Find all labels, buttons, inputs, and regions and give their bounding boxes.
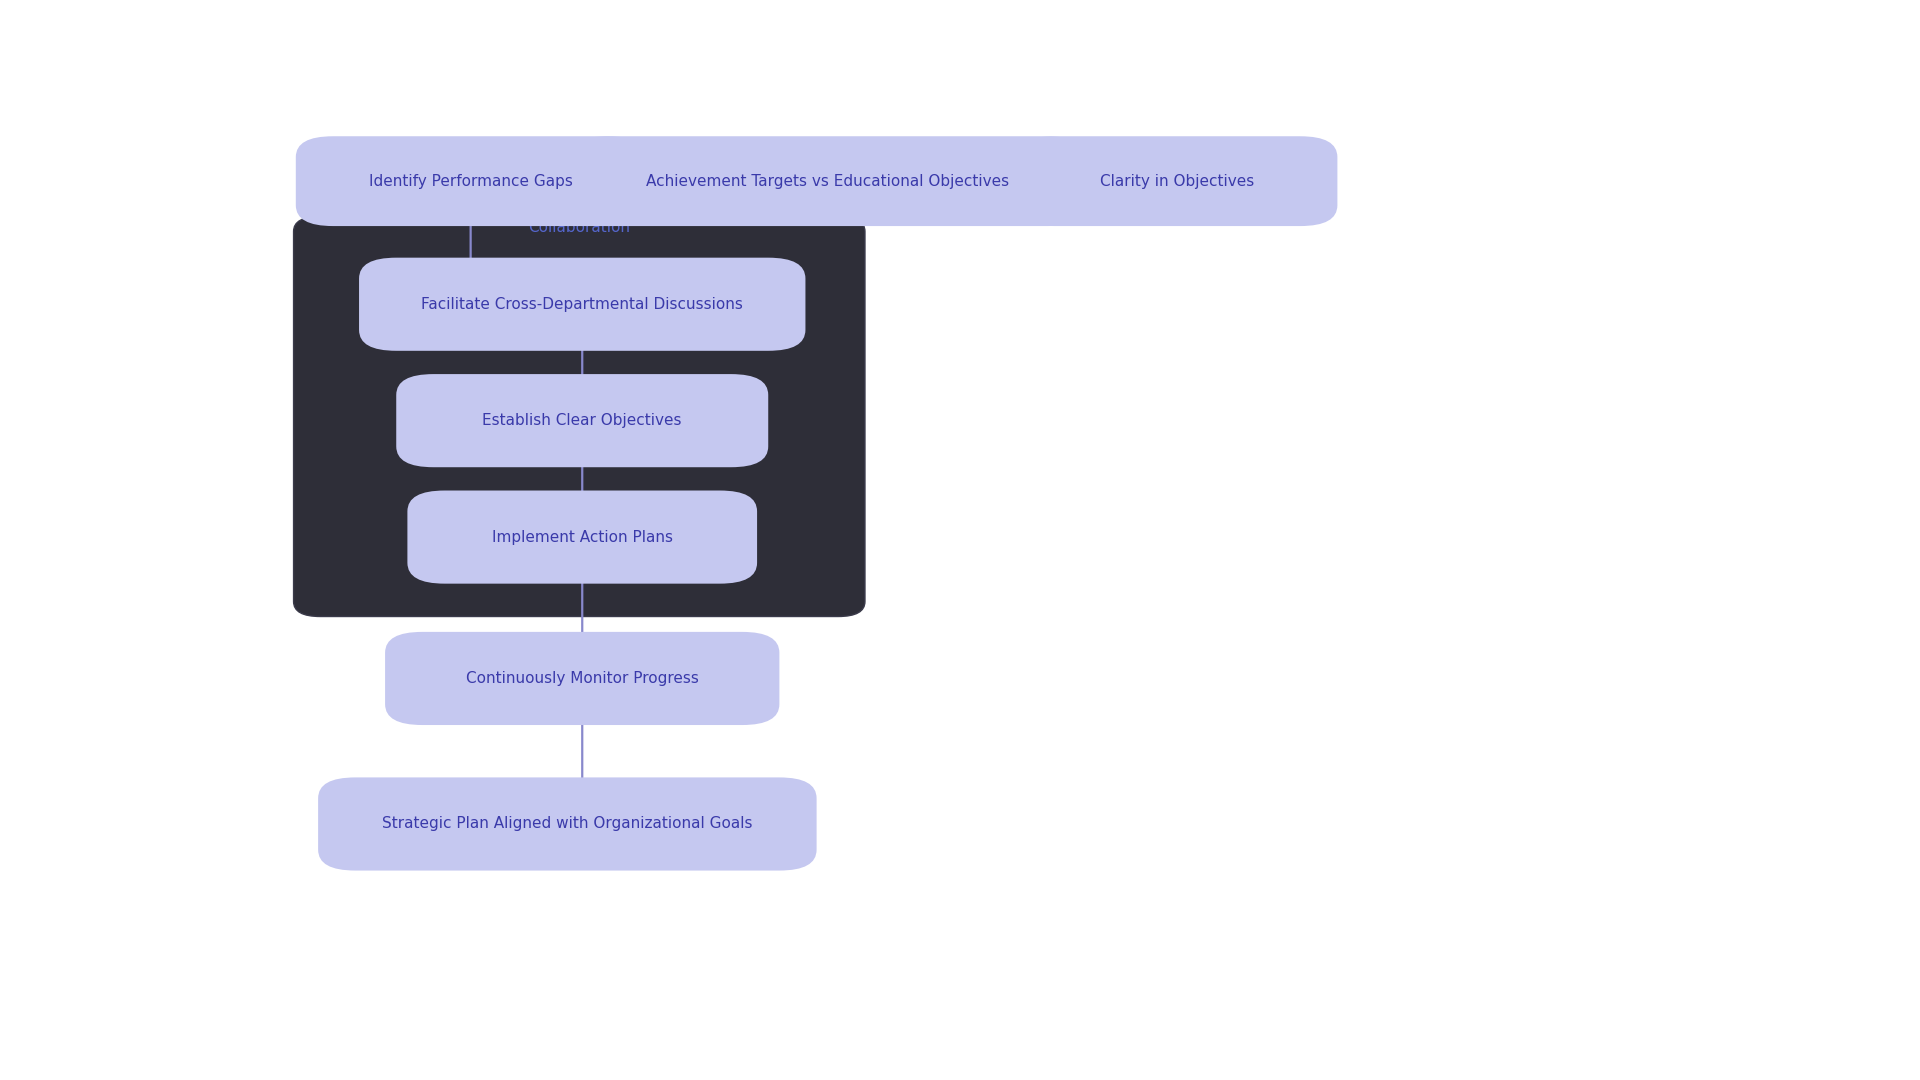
FancyBboxPatch shape (407, 490, 756, 583)
FancyBboxPatch shape (386, 632, 780, 725)
Text: Strategic Plan Aligned with Organizational Goals: Strategic Plan Aligned with Organization… (382, 816, 753, 832)
Text: Collaboration: Collaboration (528, 220, 630, 235)
Text: Implement Action Plans: Implement Action Plans (492, 529, 672, 544)
FancyBboxPatch shape (294, 216, 864, 617)
FancyBboxPatch shape (1018, 136, 1338, 226)
Text: Achievement Targets vs Educational Objectives: Achievement Targets vs Educational Objec… (647, 174, 1010, 189)
FancyBboxPatch shape (319, 778, 816, 870)
Text: Continuously Monitor Progress: Continuously Monitor Progress (467, 671, 699, 686)
FancyBboxPatch shape (396, 374, 768, 468)
FancyBboxPatch shape (296, 136, 645, 226)
Text: Facilitate Cross-Departmental Discussions: Facilitate Cross-Departmental Discussion… (420, 297, 743, 312)
Text: Clarity in Objectives: Clarity in Objectives (1100, 174, 1254, 189)
FancyBboxPatch shape (359, 258, 806, 351)
FancyBboxPatch shape (570, 136, 1085, 226)
Text: Identify Performance Gaps: Identify Performance Gaps (369, 174, 572, 189)
Text: Establish Clear Objectives: Establish Clear Objectives (482, 414, 682, 428)
